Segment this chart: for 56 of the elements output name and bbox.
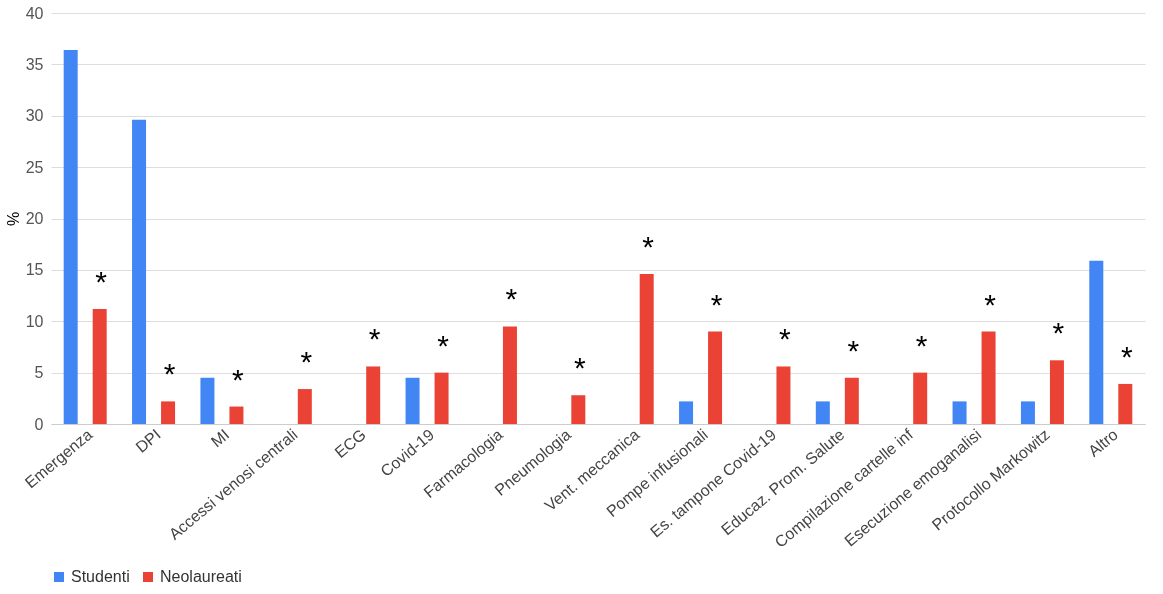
bar [639,273,654,424]
bar [815,401,830,424]
annotation: * [1052,316,1065,350]
bar [952,401,967,424]
bar [502,326,517,424]
annotation: * [95,264,108,298]
annotation: * [300,345,313,379]
legend-label: Neolaureati [160,568,242,585]
bar [844,377,859,424]
annotation: * [710,287,723,321]
annotation: * [642,229,655,263]
x-tick-label: DPI [132,425,164,456]
y-tick-label: 5 [34,364,44,382]
annotation: * [232,362,245,396]
y-tick-label: 25 [25,158,44,176]
y-tick-label: 0 [34,415,44,433]
y-tick-label: 20 [25,210,44,227]
annotation: * [984,287,997,321]
annotation: * [573,351,586,385]
x-tick-label: MI [207,425,233,451]
y-tick-label: 35 [25,55,44,73]
bar [776,366,791,424]
bar [981,331,996,424]
y-tick-label: 15 [25,261,44,279]
bar [405,377,420,424]
annotation: * [1120,339,1133,373]
bar [679,401,694,424]
bar [1118,383,1133,424]
bar [571,395,586,424]
y-tick-label: 10 [25,312,44,330]
y-axis-title: % [4,211,22,227]
annotation: * [847,333,860,367]
legend-label: Studenti [71,568,130,585]
bar [161,401,176,424]
bar [913,372,928,424]
annotation: * [437,328,450,362]
y-tick-label: 30 [25,107,44,125]
annotation: * [163,357,176,391]
bar [434,372,449,424]
annotation: * [368,322,381,356]
bar [200,377,215,424]
bar [708,331,723,424]
bar [1089,260,1104,424]
annotation: * [915,328,928,362]
x-tick-label: Altro [1084,425,1122,460]
bar [132,119,147,424]
bar [366,366,381,424]
bar [229,406,244,424]
bar [1049,360,1064,424]
y-tick-label: 40 [25,4,44,22]
bar [297,389,312,424]
bar [63,49,78,424]
bar [1020,401,1035,424]
bar [92,308,107,424]
annotation: * [505,282,518,316]
annotation: * [779,322,792,356]
